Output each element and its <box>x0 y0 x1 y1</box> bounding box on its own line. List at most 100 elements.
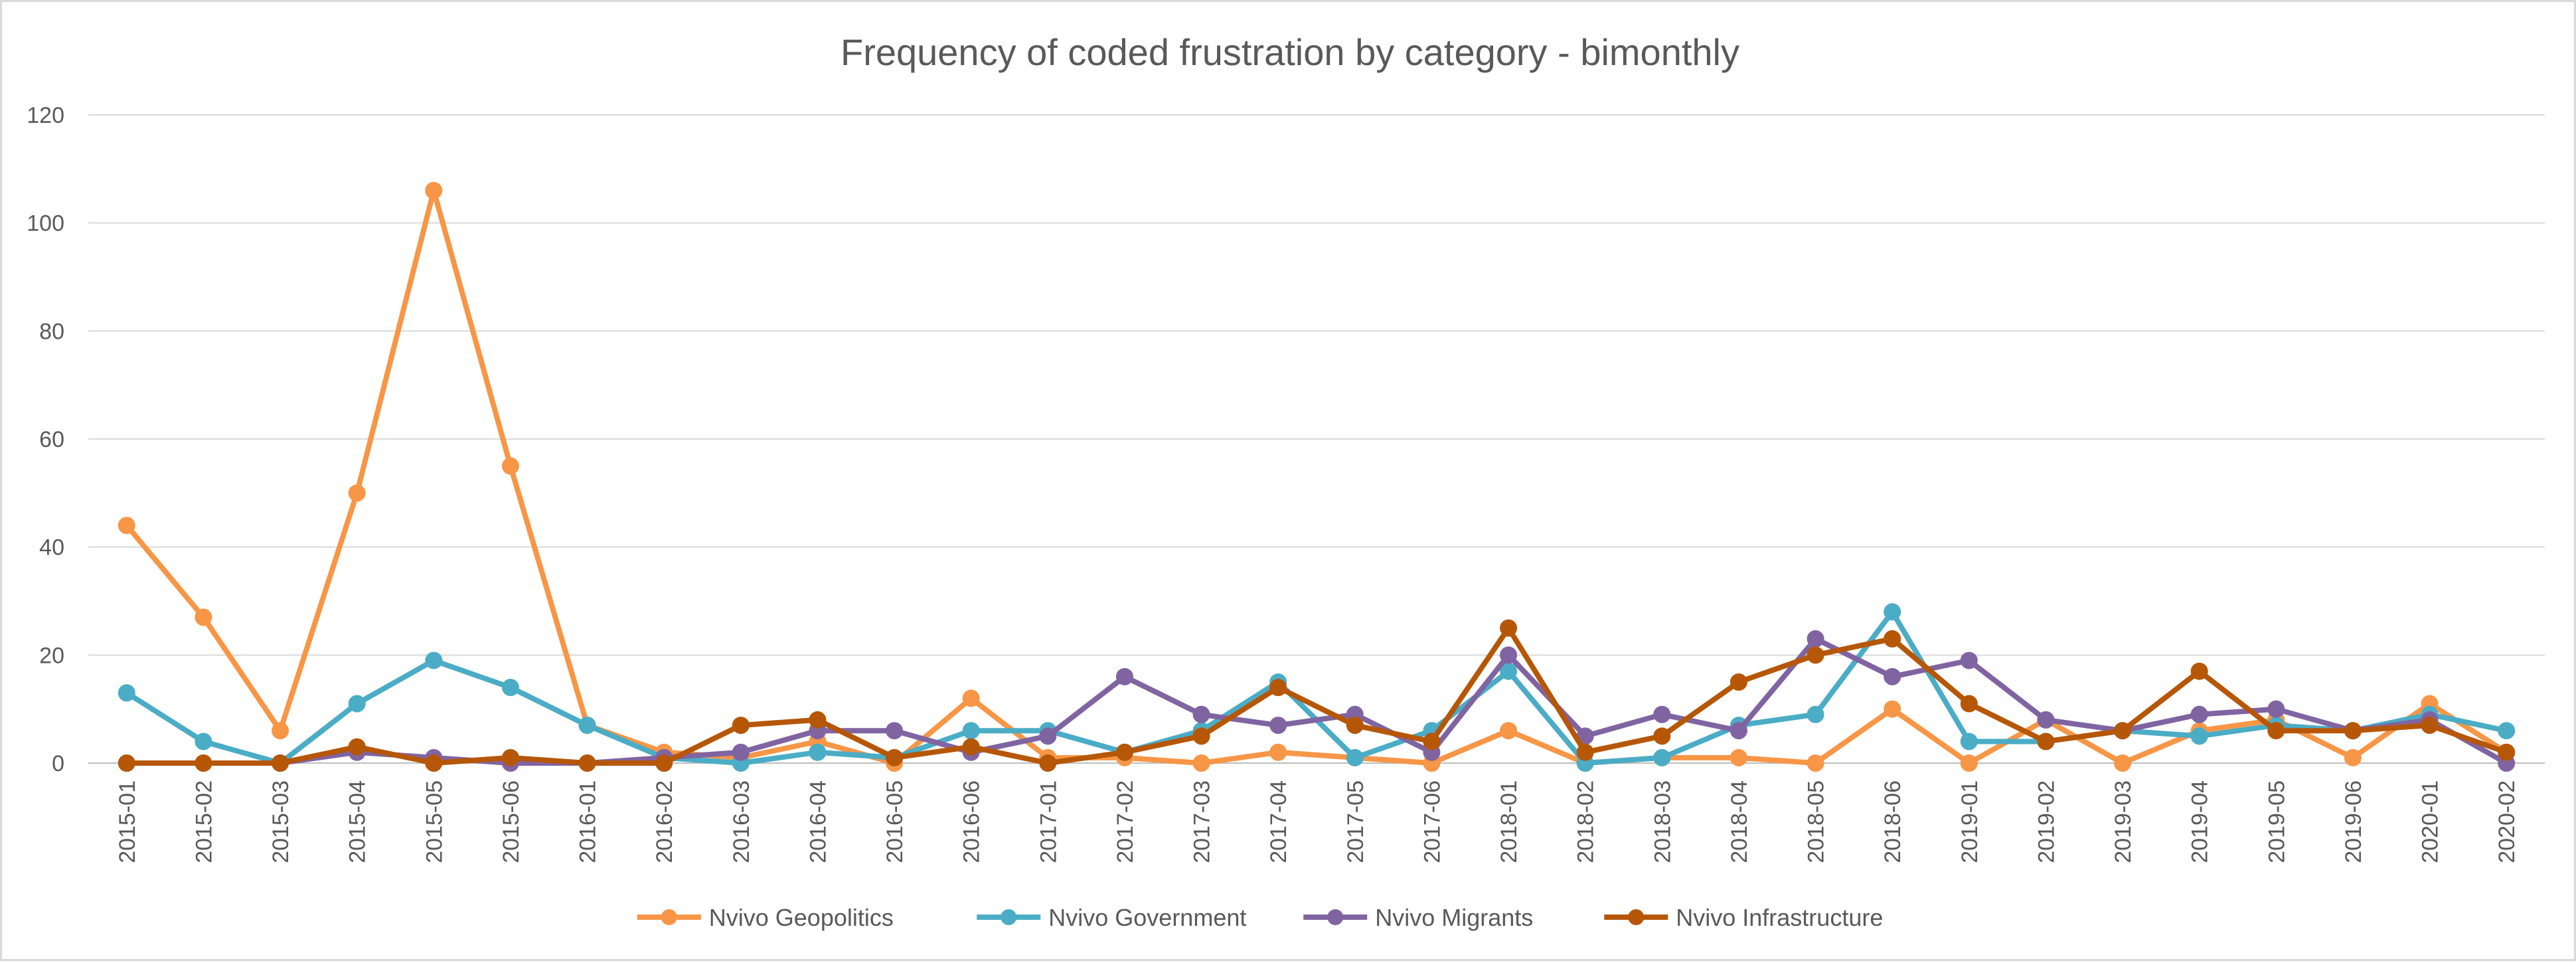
x-tick-label: 2015-05 <box>422 780 447 863</box>
chart-title: Frequency of coded frustration by catego… <box>841 31 1739 73</box>
data-point <box>2267 722 2285 740</box>
data-point <box>1807 705 1824 723</box>
data-point <box>501 679 519 697</box>
x-tick-label: 2019-04 <box>2188 780 2213 863</box>
data-point <box>578 717 596 735</box>
data-point <box>2498 743 2516 761</box>
data-point <box>732 743 750 761</box>
x-tick-label: 2015-02 <box>191 780 216 863</box>
data-point <box>195 733 212 750</box>
data-point <box>1039 754 1057 772</box>
legend-swatch-marker <box>1001 909 1017 925</box>
data-point <box>1192 754 1210 772</box>
data-point <box>1884 603 1901 621</box>
data-point <box>1807 630 1824 648</box>
data-point <box>886 748 904 766</box>
data-point <box>962 722 980 740</box>
data-point <box>1960 695 1978 713</box>
data-point <box>2114 722 2132 740</box>
x-tick-label: 2015-01 <box>115 780 140 863</box>
y-tick-label: 100 <box>27 211 64 236</box>
x-tick-label: 2020-01 <box>2418 780 2443 863</box>
x-tick-label: 2015-03 <box>268 780 293 863</box>
data-point <box>501 457 519 475</box>
data-point <box>1500 619 1518 637</box>
data-point <box>2037 711 2055 729</box>
data-point <box>1192 705 1210 723</box>
data-point <box>1115 667 1133 685</box>
data-point <box>1576 743 1594 761</box>
data-point <box>425 754 443 772</box>
legend-swatch-marker <box>661 909 677 925</box>
legend: Nvivo Geopolitics Nvivo Government Nvivo M… <box>637 904 1883 931</box>
data-point <box>1269 717 1287 735</box>
data-point <box>501 748 519 766</box>
x-tick-label: 2015-04 <box>345 780 370 863</box>
data-point <box>348 738 366 756</box>
x-tick-label: 2016-01 <box>576 780 601 863</box>
data-point <box>1115 743 1133 761</box>
x-tick-label: 2017-01 <box>1036 780 1061 863</box>
x-tick-label: 2019-01 <box>1957 780 1982 863</box>
x-tick-label: 2016-02 <box>652 780 677 863</box>
data-point <box>118 684 135 702</box>
data-point <box>348 484 366 502</box>
data-point <box>272 754 289 772</box>
legend-item: Nvivo Migrants <box>1303 904 1533 931</box>
data-point <box>1960 652 1978 669</box>
y-tick-label: 120 <box>27 103 64 128</box>
data-point <box>2498 722 2516 740</box>
x-tick-label: 2016-03 <box>729 780 754 863</box>
data-point <box>1346 717 1364 735</box>
data-point <box>272 722 289 740</box>
data-point <box>1192 727 1210 745</box>
data-point <box>962 738 980 756</box>
data-point <box>2190 705 2208 723</box>
data-point <box>195 608 212 626</box>
x-tick-label: 2018-01 <box>1496 780 1522 863</box>
x-tick-label: 2017-02 <box>1113 780 1138 863</box>
data-point <box>1730 748 1747 766</box>
y-tick-label: 60 <box>39 427 64 452</box>
data-point <box>2267 700 2285 718</box>
data-point <box>1346 748 1364 766</box>
data-point <box>348 695 366 713</box>
data-point <box>2190 727 2208 745</box>
data-point <box>886 722 904 740</box>
x-tick-label: 2017-03 <box>1190 780 1215 863</box>
data-point <box>1653 727 1671 745</box>
x-tick-label: 2015-06 <box>499 780 524 863</box>
y-tick-label: 20 <box>39 643 64 668</box>
series-line <box>123 609 2510 766</box>
data-point <box>1807 754 1824 772</box>
series-nvivo-geopolitics <box>118 181 2516 772</box>
x-tick-label: 2016-04 <box>805 780 831 863</box>
x-tick-label: 2019-02 <box>2034 780 2059 863</box>
y-tick-label: 80 <box>39 319 64 344</box>
data-point <box>809 711 827 729</box>
series-nvivo-infrastructure <box>118 619 2516 772</box>
data-point <box>962 689 980 707</box>
x-tick-label: 2020-02 <box>2494 780 2520 863</box>
gridlines <box>88 114 2545 764</box>
x-tick-label: 2016-05 <box>882 780 908 863</box>
data-point <box>1500 646 1518 664</box>
data-point <box>1730 673 1747 691</box>
y-tick-label: 40 <box>39 535 64 561</box>
legend-item: Nvivo Government <box>977 904 1246 931</box>
data-point <box>655 754 673 772</box>
series-line <box>123 187 2510 766</box>
x-tick-label: 2017-06 <box>1419 780 1445 863</box>
data-point <box>2344 722 2362 740</box>
data-point <box>2114 754 2132 772</box>
data-point <box>809 743 827 761</box>
data-point <box>1730 722 1747 740</box>
data-point <box>1653 748 1671 766</box>
data-point <box>118 754 135 772</box>
legend-swatch-marker <box>1327 909 1344 925</box>
x-tick-label: 2016-06 <box>959 780 985 863</box>
data-point <box>1039 727 1057 745</box>
x-tick-label: 2019-03 <box>2111 780 2136 863</box>
